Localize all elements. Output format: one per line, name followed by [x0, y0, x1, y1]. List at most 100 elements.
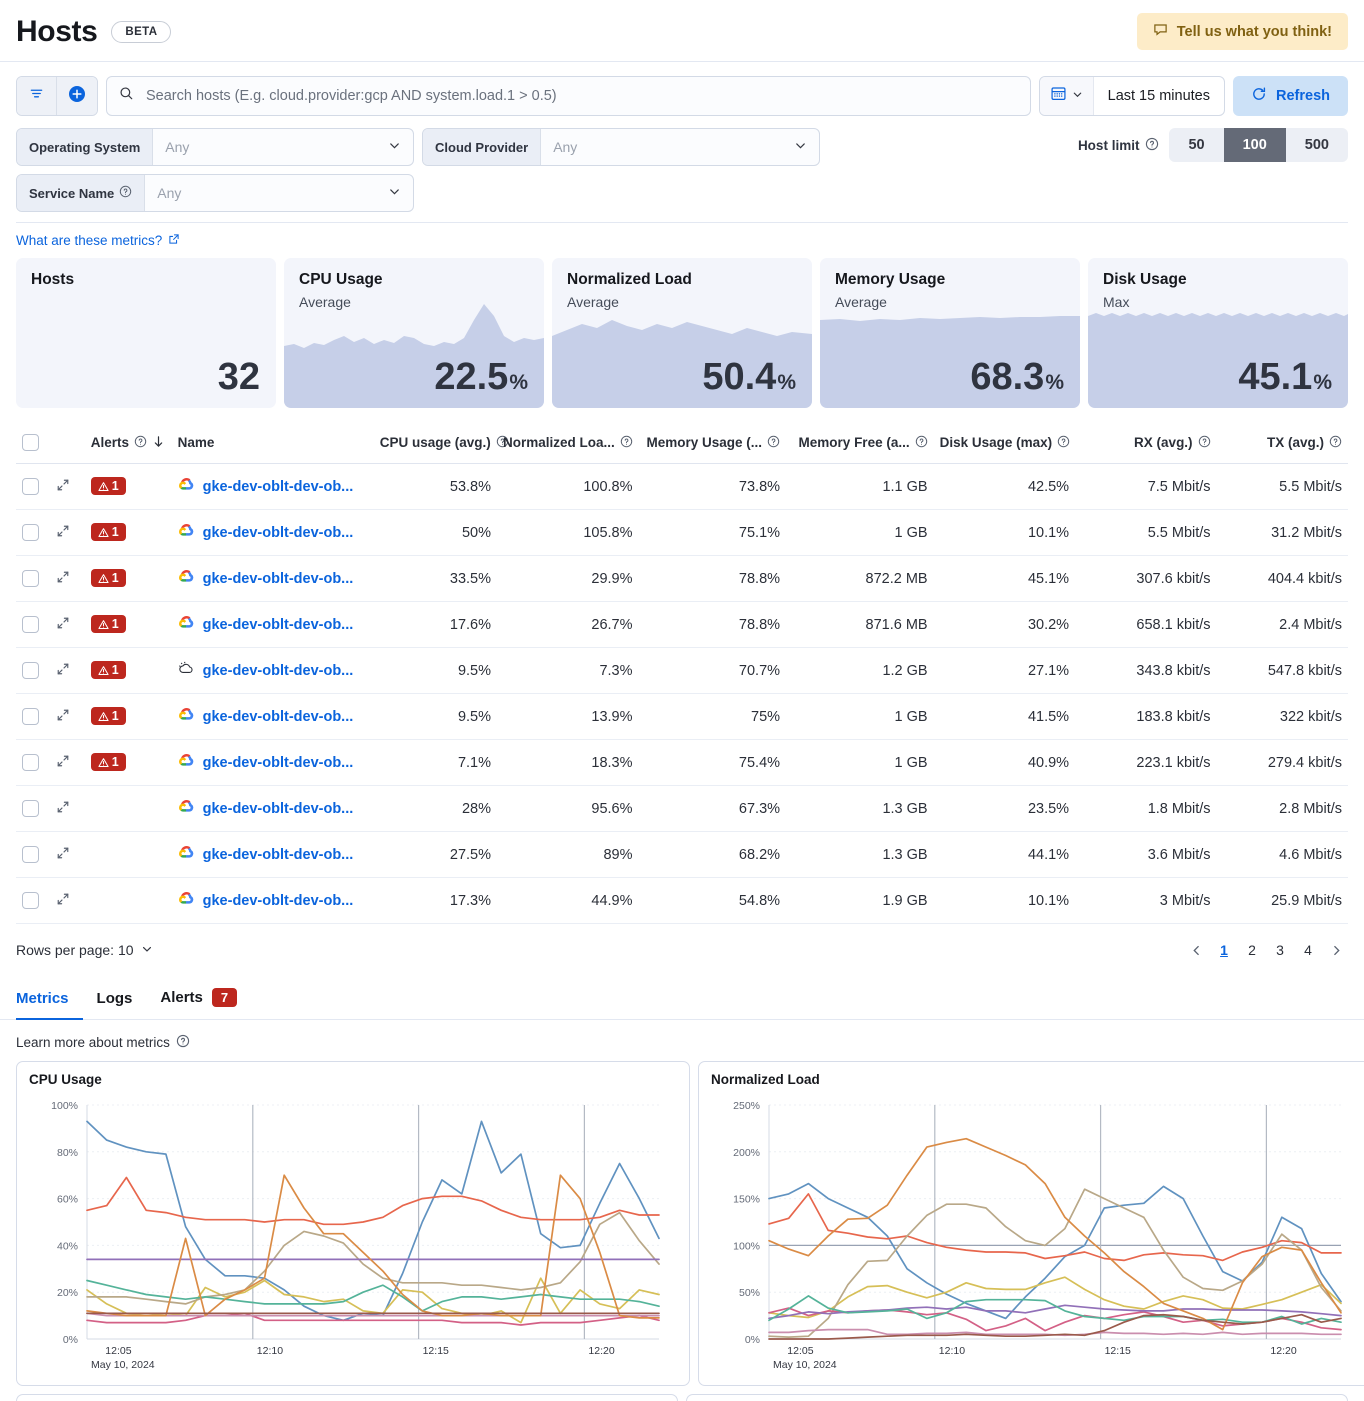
column-header-alerts[interactable]: Alerts: [84, 426, 172, 464]
row-checkbox[interactable]: [22, 800, 39, 817]
row-checkbox[interactable]: [22, 524, 39, 541]
alert-count-badge[interactable]: 1: [90, 661, 126, 680]
refresh-button[interactable]: Refresh: [1233, 76, 1348, 116]
expand-row-button[interactable]: [56, 754, 70, 772]
row-checkbox[interactable]: [22, 708, 39, 725]
column-header-rx[interactable]: RX (avg.): [1075, 426, 1217, 464]
pagination-page-1[interactable]: 1: [1220, 942, 1228, 958]
question-circle-icon[interactable]: [1198, 435, 1211, 451]
pagination-next-button[interactable]: [1324, 938, 1348, 962]
sort-descending-icon[interactable]: [152, 435, 165, 451]
table-row[interactable]: 1 gke-dev-oblt-dev-ob... 7.1% 18.3% 75.4% 1 G…: [16, 739, 1348, 786]
search-input[interactable]: [144, 87, 1018, 105]
host-limit-500[interactable]: 500: [1285, 128, 1348, 162]
expand-row-button[interactable]: [56, 708, 70, 726]
cloud-provider-filter[interactable]: Cloud Provider Any: [422, 128, 820, 166]
host-limit-100[interactable]: 100: [1223, 128, 1286, 162]
host-name-link[interactable]: gke-dev-oblt-dev-ob...: [202, 524, 354, 541]
table-row[interactable]: 1 gke-dev-oblt-dev-ob... 9.5% 7.3% 70.7% 1.2 …: [16, 647, 1348, 694]
expand-row-button[interactable]: [56, 846, 70, 864]
add-filter-button[interactable]: [57, 77, 97, 115]
rows-per-page-select[interactable]: Rows per page: 10: [16, 942, 153, 958]
normalized-load-line-chart[interactable]: 0% 50% 100% 150% 200% 250% 12:05 12:10 12:15 12:2…: [711, 1091, 1359, 1383]
host-name-link[interactable]: gke-dev-oblt-dev-ob...: [202, 478, 354, 495]
pagination-prev-button[interactable]: [1184, 938, 1208, 962]
question-circle-icon[interactable]: [767, 435, 780, 451]
alert-count-badge[interactable]: 1: [90, 615, 126, 634]
row-checkbox[interactable]: [22, 754, 39, 771]
service-name-filter[interactable]: Service Name Any: [16, 174, 414, 212]
date-range-label[interactable]: Last 15 minutes: [1107, 88, 1210, 104]
question-circle-icon[interactable]: [915, 435, 928, 451]
question-circle-icon[interactable]: [1145, 137, 1159, 154]
tab-logs[interactable]: Logs: [83, 980, 147, 1020]
alert-count-badge[interactable]: 1: [90, 523, 126, 542]
feedback-button[interactable]: Tell us what you think!: [1136, 13, 1348, 50]
expand-row-button[interactable]: [56, 524, 70, 542]
column-header-tx[interactable]: TX (avg.): [1216, 426, 1348, 464]
pagination-page-2[interactable]: 2: [1248, 942, 1256, 958]
pagination-page-4[interactable]: 4: [1304, 942, 1312, 958]
host-name-link[interactable]: gke-dev-oblt-dev-ob...: [202, 708, 354, 725]
table-row[interactable]: 1 gke-dev-oblt-dev-ob... 9.5% 13.9% 75% 1 GB 4…: [16, 693, 1348, 740]
operating-system-filter[interactable]: Operating System Any: [16, 128, 414, 166]
kpi-title: Hosts: [31, 271, 75, 288]
service-name-select[interactable]: Any: [145, 175, 413, 211]
table-row[interactable]: gke-dev-oblt-dev-ob... 27.5% 89% 68.2% 1.3 G…: [16, 831, 1348, 878]
host-name-link[interactable]: gke-dev-oblt-dev-ob...: [202, 846, 354, 863]
expand-row-button[interactable]: [56, 616, 70, 634]
select-all-checkbox[interactable]: [22, 434, 39, 451]
host-name-link[interactable]: gke-dev-oblt-dev-ob...: [202, 800, 354, 817]
row-memory-usage-cell: 73.8%: [638, 463, 787, 510]
alert-count-badge[interactable]: 1: [90, 477, 126, 496]
table-row[interactable]: gke-dev-oblt-dev-ob... 17.3% 44.9% 54.8% 1.9…: [16, 877, 1348, 924]
table-row[interactable]: 1 gke-dev-oblt-dev-ob... 17.6% 26.7% 78.8% 87…: [16, 601, 1348, 648]
alert-count-badge[interactable]: 1: [90, 569, 126, 588]
alert-count-badge[interactable]: 1: [90, 753, 126, 772]
table-row[interactable]: gke-dev-oblt-dev-ob... 28% 95.6% 67.3% 1.3 G…: [16, 785, 1348, 832]
expand-row-button[interactable]: [56, 800, 70, 818]
table-row[interactable]: 1 gke-dev-oblt-dev-ob... 50% 105.8% 75.1% 1 G…: [16, 509, 1348, 556]
column-header-memory-usage[interactable]: Memory Usage (...: [638, 426, 787, 464]
date-picker-calendar-button[interactable]: [1039, 77, 1094, 115]
cpu-usage-line-chart[interactable]: 0% 20% 40% 60% 80% 100% 12:05 12:10 12:15 12:20 Ma…: [29, 1091, 677, 1383]
row-checkbox[interactable]: [22, 846, 39, 863]
operating-system-select[interactable]: Any: [153, 129, 413, 165]
question-circle-icon[interactable]: [176, 1034, 190, 1051]
host-name-link[interactable]: gke-dev-oblt-dev-ob...: [202, 616, 354, 633]
table-row[interactable]: 1 gke-dev-oblt-dev-ob... 53.8% 100.8% 73.8% 1…: [16, 463, 1348, 510]
cloud-provider-select[interactable]: Any: [541, 129, 819, 165]
question-circle-icon[interactable]: [1057, 435, 1070, 451]
expand-row-button[interactable]: [56, 570, 70, 588]
expand-row-button[interactable]: [56, 478, 70, 496]
row-checkbox[interactable]: [22, 570, 39, 587]
pagination-page-3[interactable]: 3: [1276, 942, 1284, 958]
table-row[interactable]: 1 gke-dev-oblt-dev-ob... 33.5% 29.9% 78.8% 87…: [16, 555, 1348, 602]
host-limit-50[interactable]: 50: [1169, 128, 1224, 162]
expand-row-button[interactable]: [56, 892, 70, 910]
row-checkbox[interactable]: [22, 662, 39, 679]
search-box[interactable]: [106, 76, 1031, 116]
column-header-cpu[interactable]: CPU usage (avg.): [373, 426, 508, 464]
host-name-link[interactable]: gke-dev-oblt-dev-ob...: [202, 662, 354, 679]
row-checkbox[interactable]: [22, 616, 39, 633]
expand-row-button[interactable]: [56, 662, 70, 680]
row-checkbox[interactable]: [22, 478, 39, 495]
question-circle-icon[interactable]: [134, 435, 147, 451]
column-header-memory-free[interactable]: Memory Free (a...: [786, 426, 934, 464]
question-circle-icon[interactable]: [119, 185, 132, 201]
question-circle-icon[interactable]: [620, 435, 633, 451]
column-header-normalized-load[interactable]: Normalized Loa...: [497, 426, 639, 464]
tab-metrics[interactable]: Metrics: [16, 980, 83, 1020]
host-name-link[interactable]: gke-dev-oblt-dev-ob...: [202, 892, 354, 909]
question-circle-icon[interactable]: [1329, 435, 1342, 451]
alert-count-badge[interactable]: 1: [90, 707, 126, 726]
saved-query-button[interactable]: [17, 77, 57, 115]
host-name-link[interactable]: gke-dev-oblt-dev-ob...: [202, 754, 354, 771]
row-checkbox[interactable]: [22, 892, 39, 909]
tab-alerts[interactable]: Alerts 7: [146, 978, 251, 1020]
column-header-disk-usage[interactable]: Disk Usage (max): [933, 426, 1076, 464]
column-header-name[interactable]: Name: [171, 426, 374, 464]
what-are-these-metrics-link[interactable]: What are these metrics?: [0, 223, 1364, 248]
host-name-link[interactable]: gke-dev-oblt-dev-ob...: [202, 570, 354, 587]
